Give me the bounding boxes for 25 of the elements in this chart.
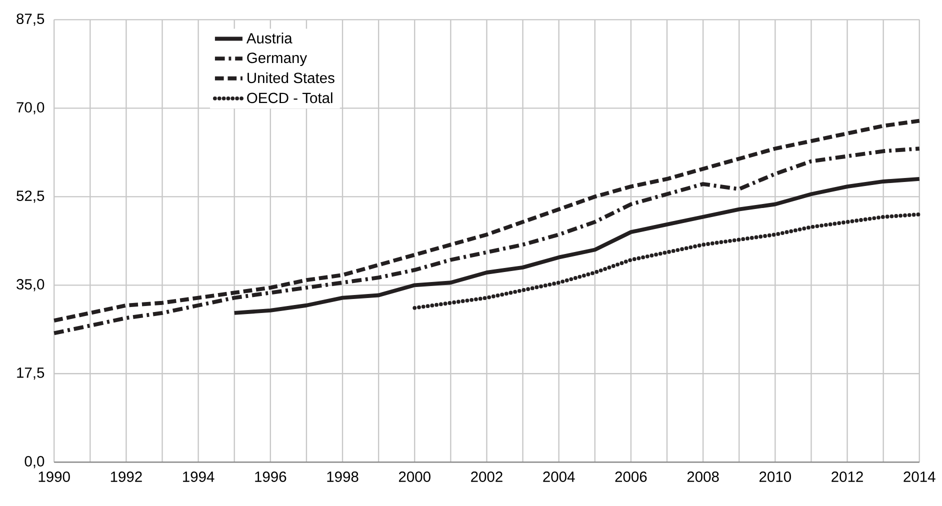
y-tick-label: 70,0 — [16, 102, 44, 114]
x-tick-label: 2004 — [543, 471, 575, 482]
y-tick-label: 35,0 — [16, 278, 44, 292]
legend-label: OECD - Total — [247, 92, 332, 103]
x-tick-label: 1992 — [110, 471, 142, 482]
y-tick-label: 17,5 — [17, 367, 44, 380]
x-tick-label: 2010 — [760, 471, 791, 482]
line-series — [232, 176, 922, 315]
x-tick-label: 2008 — [687, 471, 719, 482]
x-tick-label: 2000 — [398, 471, 430, 482]
y-tick-label: 87,5 — [16, 13, 44, 26]
y-tick-label: 52,5 — [16, 190, 44, 203]
legend-label: Germany — [247, 52, 308, 66]
x-tick-label: 1996 — [255, 471, 286, 482]
legend-label: United States — [248, 72, 334, 83]
x-tick-label: 2002 — [471, 471, 502, 482]
line-series — [412, 212, 922, 310]
x-tick-label: 1998 — [327, 471, 358, 482]
y-tick-label: 0,0 — [24, 456, 44, 468]
legend-label: Austria — [246, 32, 292, 44]
x-tick-label: 1994 — [183, 471, 214, 482]
x-tick-label: 1990 — [38, 471, 70, 482]
x-tick-label: 2012 — [832, 471, 863, 482]
x-tick-label: 2006 — [615, 471, 647, 482]
x-tick-label: 2014 — [904, 471, 936, 482]
